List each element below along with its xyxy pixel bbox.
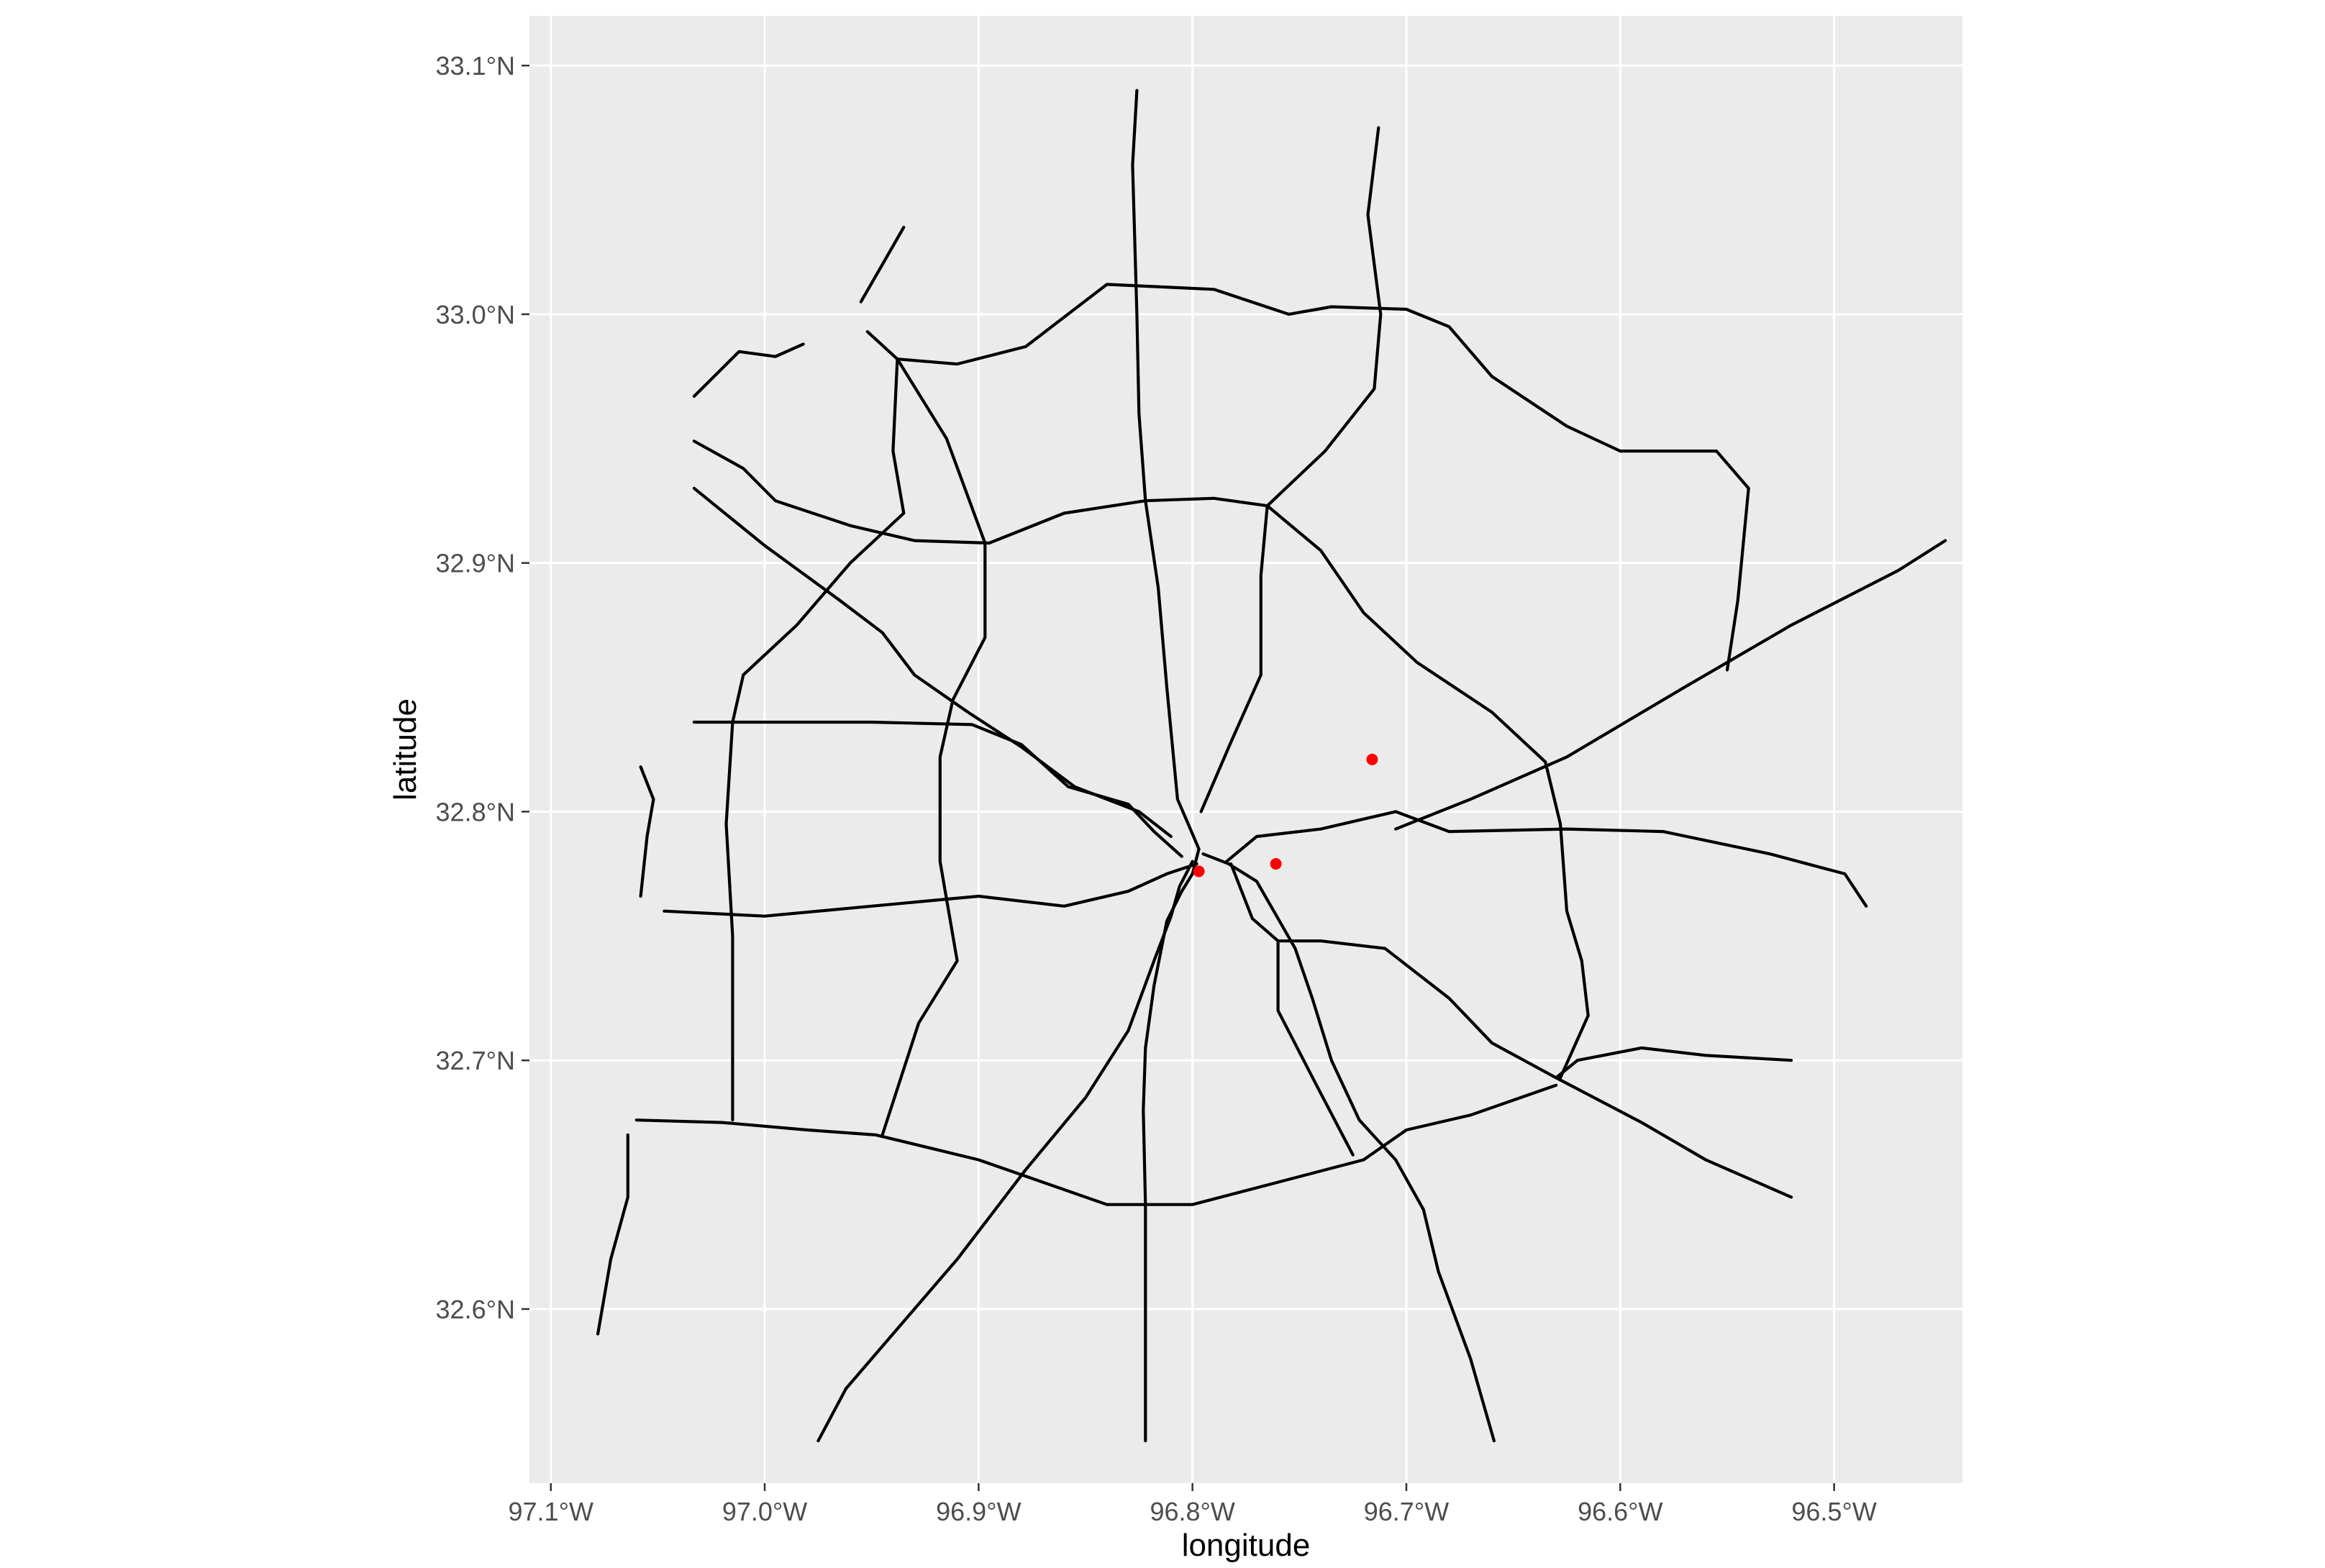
x-tick-label: 97.0°W — [722, 1497, 807, 1526]
x-axis-title: longitude — [1182, 1528, 1311, 1563]
y-axis-ticks: 32.6°N 32.7°N 32.8°N 32.9°N 33.0°N 33.1°N — [436, 51, 529, 1324]
y-axis-title: latitude — [388, 698, 423, 801]
road-segment-3 — [663, 862, 1198, 918]
y-tick-label: 33.1°N — [436, 51, 515, 81]
road-segment-22 — [596, 1133, 629, 1336]
x-tick-label: 96.9°W — [936, 1497, 1021, 1526]
road-segment-2 — [816, 860, 1194, 1443]
y-tick-label: 32.6°N — [436, 1295, 515, 1324]
road-network — [596, 88, 1947, 1443]
location-point-0 — [1193, 865, 1205, 878]
x-tick-label: 96.6°W — [1578, 1497, 1662, 1526]
x-axis-ticks: 97.1°W 97.0°W 96.9°W 96.8°W 96.7°W 96.6°W 96.5… — [509, 1483, 1877, 1526]
road-segment-8 — [1265, 504, 1590, 1080]
road-segment-21 — [639, 765, 655, 898]
grid-lines — [529, 16, 1962, 1483]
y-tick-label: 33.0°N — [436, 300, 515, 329]
location-point-2 — [1366, 753, 1378, 765]
road-segment-7 — [692, 439, 1269, 545]
road-segment-18 — [724, 357, 906, 1122]
road-segment-12 — [1555, 1046, 1793, 1080]
road-segment-17 — [1265, 126, 1383, 508]
y-tick-label: 32.7°N — [436, 1046, 515, 1075]
location-points — [1193, 753, 1378, 878]
road-segment-11 — [1229, 862, 1793, 1199]
road-segment-14 — [865, 330, 987, 1136]
road-segment-20 — [859, 225, 906, 304]
x-tick-label: 96.5°W — [1791, 1497, 1876, 1526]
y-tick-label: 32.8°N — [436, 797, 515, 826]
road-segment-13 — [1276, 939, 1355, 1157]
road-segment-4 — [634, 1083, 1558, 1206]
x-tick-label: 97.1°W — [509, 1497, 593, 1526]
y-tick-label: 32.9°N — [436, 549, 515, 578]
road-segment-0 — [1131, 88, 1201, 1443]
x-tick-label: 96.8°W — [1150, 1497, 1234, 1526]
road-segment-15 — [1199, 504, 1269, 813]
road-segment-9 — [1225, 810, 1868, 908]
plot-panel — [529, 16, 1962, 1483]
road-segment-19 — [692, 342, 805, 398]
x-tick-label: 96.7°W — [1364, 1497, 1449, 1526]
road-segment-16 — [896, 283, 1750, 672]
road-segment-10 — [1394, 539, 1947, 831]
location-point-1 — [1270, 858, 1282, 870]
road-segment-6 — [692, 486, 1173, 839]
road-segment-1 — [1201, 852, 1496, 1443]
road-segment-5 — [692, 720, 1183, 858]
